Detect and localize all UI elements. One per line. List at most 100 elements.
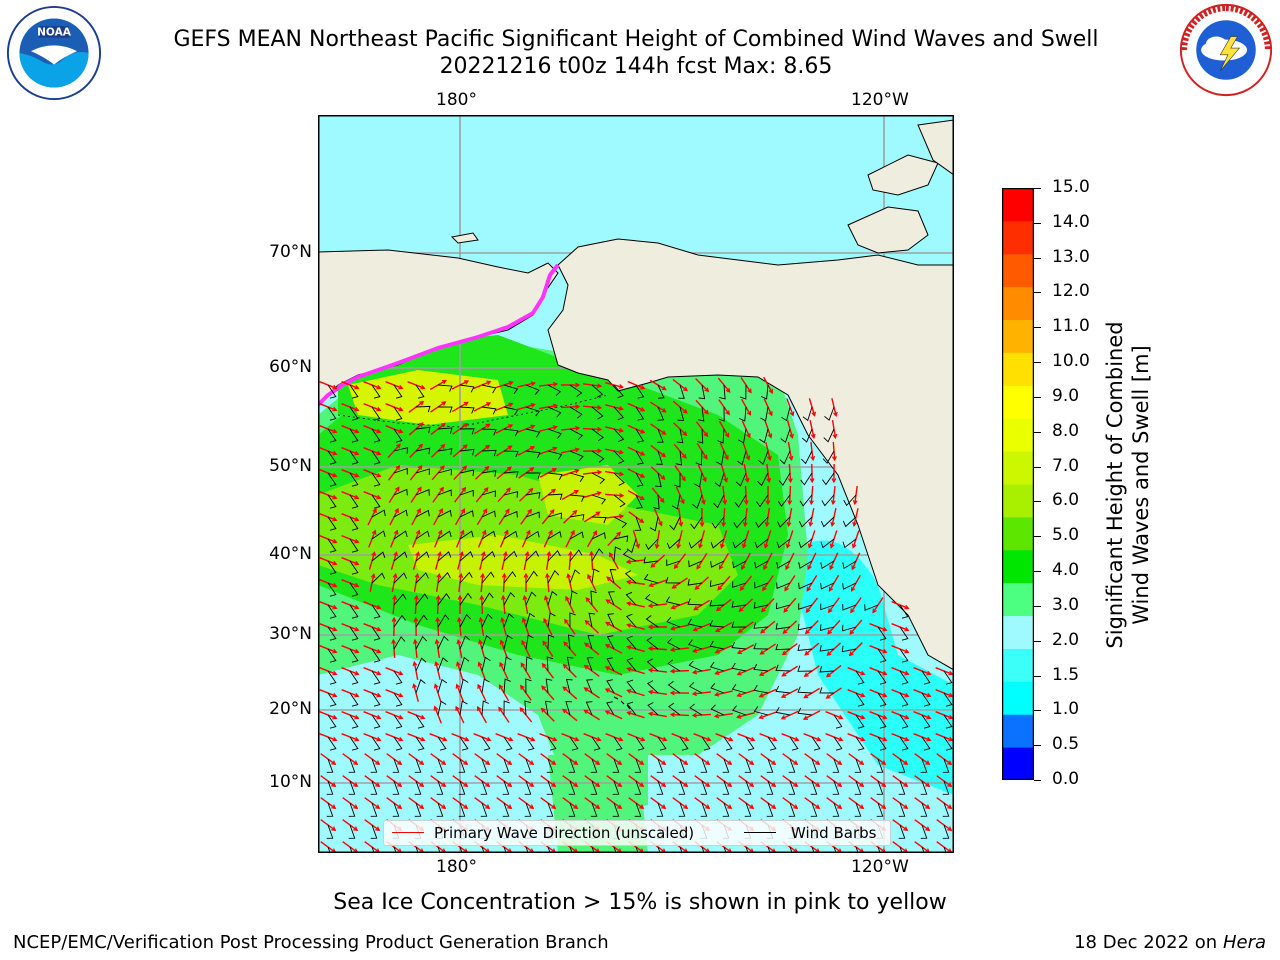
wind-barb <box>503 510 518 518</box>
colorbar-tick-mark <box>1034 640 1041 642</box>
wave-direction-arrowhead <box>618 427 624 433</box>
colorbar-tick-label: 8.0 <box>1052 420 1080 441</box>
wave-direction-arrowhead <box>459 551 464 557</box>
wind-barb <box>695 450 703 466</box>
wind-barb <box>667 659 681 672</box>
land-arctic-island-1 <box>847 206 929 254</box>
wave-direction-arrowhead <box>725 387 731 393</box>
wind-barb <box>722 780 730 795</box>
wave-direction-arrowhead <box>508 402 514 408</box>
wind-barb <box>327 516 337 531</box>
wave-direction-arrowhead <box>439 465 445 471</box>
wave-direction-arrowhead <box>595 511 601 517</box>
aleutian-chain <box>337 394 609 428</box>
wave-direction-arrowhead <box>575 382 581 388</box>
wave-direction-arrowhead <box>789 411 795 417</box>
wave-direction-arrowhead <box>486 402 492 407</box>
wave-direction-arrowhead <box>617 804 623 810</box>
wave-direction-arrowhead <box>353 804 359 810</box>
wave-direction-arrowhead <box>736 649 743 654</box>
wave-direction-arrowhead <box>618 384 624 389</box>
wave-direction-arrowhead <box>331 782 337 788</box>
wave-direction-arrowhead <box>553 381 559 387</box>
wave-direction-arrowhead <box>573 760 579 766</box>
wave-direction-arrowhead <box>604 644 611 649</box>
wind-barb <box>525 472 541 479</box>
wind-barb <box>393 614 406 628</box>
wave-direction-arrowhead <box>332 714 338 720</box>
wind-barb <box>546 802 554 817</box>
wave-direction-arrowhead <box>882 736 888 742</box>
wind-barb <box>503 406 519 416</box>
wind-barb <box>709 620 725 628</box>
wave-direction-arrow <box>805 620 819 634</box>
wind-barb <box>393 593 407 606</box>
wind-barb <box>348 824 356 839</box>
wind-barb <box>943 846 947 853</box>
wave-direction-arrowhead <box>505 508 510 514</box>
wave-direction-arrowhead <box>662 736 668 742</box>
wind-barb <box>789 846 793 853</box>
wave-direction-arrowhead <box>332 692 338 698</box>
wave-direction-arrowhead <box>781 650 787 656</box>
wind-barb <box>327 560 337 575</box>
wave-direction-arrowhead <box>626 645 632 650</box>
wave-direction-arrowhead <box>639 495 645 500</box>
wind-barb <box>393 447 409 454</box>
wind-barb <box>767 736 777 751</box>
wave-direction-arrowhead <box>507 760 513 766</box>
wave-direction-arrowhead <box>463 804 469 810</box>
wind-barb <box>349 384 359 399</box>
wave-direction-arrowhead <box>332 472 338 478</box>
wind-barb <box>898 802 906 817</box>
wave-direction-arrowhead <box>376 406 382 412</box>
wave-direction-arrowhead <box>439 486 444 492</box>
wind-barb <box>503 591 516 606</box>
wind-barb <box>458 758 466 773</box>
wind-barb <box>753 622 769 629</box>
wave-direction-arrowhead <box>815 782 821 788</box>
wind-barb <box>626 657 637 672</box>
colorbar-title-line1: Significant Height of Combined <box>1103 321 1127 649</box>
wind-barb <box>459 406 475 414</box>
wave-direction-arrowhead <box>375 804 381 810</box>
colorbar-tick-label: 0.0 <box>1052 769 1080 789</box>
wind-barb <box>436 780 444 795</box>
wave-direction-arrowhead <box>507 804 513 810</box>
wind-barb <box>820 582 835 590</box>
wind-barb <box>667 681 681 694</box>
wind-barb <box>481 530 496 540</box>
wind-barb <box>666 616 681 628</box>
wind-barb <box>459 700 468 716</box>
wind-barb <box>546 780 554 795</box>
wave-direction-arrowhead <box>541 685 546 691</box>
wave-direction-arrowhead <box>463 782 469 788</box>
wind-barb <box>415 736 425 751</box>
wave-direction-arrowhead <box>826 651 832 657</box>
wave-direction-arrowhead <box>371 551 376 557</box>
wind-barb <box>713 494 725 509</box>
wave-direction-arrowhead <box>499 661 504 667</box>
wind-barb <box>349 604 359 619</box>
wave-direction-arrowhead <box>647 667 653 673</box>
wave-direction-arrowhead <box>925 760 931 766</box>
wave-direction-arrowhead <box>575 425 581 431</box>
wave-direction-arrowhead <box>592 530 598 536</box>
wave-direction-arrowhead <box>680 499 685 505</box>
wind-barb <box>644 594 659 606</box>
wave-direction-arrowhead <box>551 468 558 473</box>
wave-direction-arrowhead <box>524 550 530 557</box>
wind-barb <box>591 472 606 484</box>
wave-direction-arrowhead <box>696 564 701 570</box>
wave-direction-arrowhead <box>376 626 382 632</box>
wave-direction-arrowhead <box>527 508 532 514</box>
wind-barb <box>824 406 835 421</box>
wave-direction-arrowhead <box>417 486 422 492</box>
wind-barb <box>779 450 791 465</box>
wave-direction-arrowhead <box>523 572 529 578</box>
wave-direction-arrowhead <box>760 607 766 613</box>
wind-barb <box>645 538 659 550</box>
wave-direction-arrowhead <box>765 500 771 506</box>
wind-barb <box>371 604 381 619</box>
wave-direction-arrowhead <box>478 616 484 623</box>
